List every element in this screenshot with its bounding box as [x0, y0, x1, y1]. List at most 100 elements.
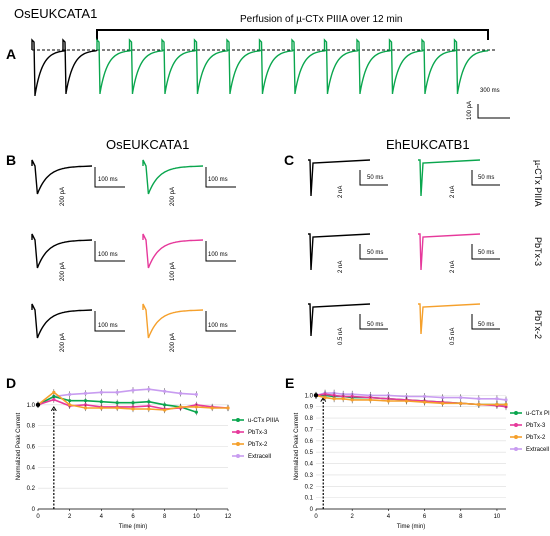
c1-amp: 2 nA: [338, 185, 344, 198]
data-point: [115, 406, 119, 410]
legend-label: PbTx-3: [526, 423, 546, 429]
y-tick-label: 1.0: [27, 403, 36, 409]
data-point: [210, 406, 214, 410]
data-point: [504, 402, 508, 407]
data-point: [52, 390, 56, 394]
b6-amp: 200 pA: [170, 332, 176, 352]
legend-marker: [514, 447, 518, 451]
a-current-trace: [96, 38, 132, 95]
panel-a-label: A: [6, 46, 17, 62]
scale-bar: [94, 167, 125, 188]
legend-marker: [514, 423, 518, 427]
data-point: [147, 407, 151, 411]
y-tick-label: 0.8: [27, 424, 36, 430]
a-current-trace: [193, 38, 229, 95]
panel-a-title: OsEUKCATA1: [14, 6, 98, 21]
c6-time: 50 ms: [478, 322, 495, 328]
scale-bar: [471, 244, 500, 260]
legend-marker: [514, 411, 518, 415]
data-point: [68, 399, 72, 403]
data-point: [441, 401, 445, 405]
data-point: [422, 394, 427, 399]
legend-label: PbTx-3: [248, 430, 268, 436]
x-tick-label: 4: [100, 514, 104, 520]
b-current-trace: [31, 233, 93, 269]
y-tick-label: 0.4: [305, 462, 314, 468]
legend-label: PbTx-2: [248, 442, 268, 448]
chart-d: 0 0.2 0.4 0.6 0.8 1.0 0 2 4 6 8 10 12 Time (min) Norma…: [16, 386, 279, 530]
x-tick-label: 2: [351, 514, 355, 520]
c6-amp: 0.5 nA: [450, 327, 456, 345]
panel-c-label: C: [284, 152, 295, 168]
c-current-trace: [418, 159, 481, 197]
scale-bar: [205, 167, 236, 188]
data-point: [131, 388, 135, 392]
data-point: [323, 396, 327, 400]
y-tick-label: 0.8: [305, 416, 314, 422]
c-current-trace: [308, 303, 371, 337]
y-tick-label: 0.4: [27, 465, 36, 471]
y-tick-label: 0.7: [305, 427, 314, 433]
legend-marker: [236, 442, 240, 446]
data-point: [422, 400, 427, 404]
data-point: [386, 393, 390, 397]
data-point: [83, 406, 88, 410]
data-point: [115, 401, 119, 405]
scale-bar: [359, 170, 388, 186]
legend-marker: [514, 435, 518, 439]
b1-amp: 200 pA: [60, 186, 66, 206]
start-point: [313, 393, 319, 398]
x-tick-label: 0: [36, 514, 40, 520]
data-point: [495, 397, 499, 401]
data-point: [147, 400, 151, 404]
a-current-trace: [453, 38, 489, 95]
data-point: [115, 390, 119, 394]
b5-amp: 200 pA: [60, 332, 66, 352]
legend-label: u-CTx PIIIA: [248, 418, 279, 424]
x-tick-label: 8: [459, 514, 463, 520]
data-point: [226, 406, 230, 410]
data-point: [68, 392, 72, 397]
a-current-trace: [388, 38, 424, 95]
data-point: [368, 398, 372, 402]
data-point: [332, 397, 336, 401]
a-current-trace: [323, 38, 359, 95]
x-tick-label: 2: [68, 514, 72, 520]
c3-time: 50 ms: [367, 250, 384, 256]
data-point: [83, 391, 88, 395]
data-point: [350, 398, 354, 402]
y-axis-label: Normalized Peak Current: [294, 412, 300, 480]
y-tick-label: 0: [32, 507, 36, 513]
scale-bar: [94, 241, 125, 262]
chart-e: 0 0.1 0.2 0.3 0.4 0.5 0.6 0.7 0.8 0.9 1.0 0 2 4 6 8 10 Ti…: [294, 389, 550, 530]
x-axis-label: Time (min): [397, 524, 425, 530]
y-tick-label: 0: [310, 507, 314, 513]
legend-marker: [236, 430, 240, 434]
panel-b-label: B: [6, 152, 17, 168]
legend-marker: [236, 418, 240, 422]
legend-label: u-CTx PIIIA: [526, 411, 550, 417]
data-point: [99, 406, 103, 410]
data-point: [178, 391, 183, 395]
data-point: [131, 401, 135, 405]
x-tick-label: 6: [423, 514, 427, 520]
c-current-trace: [418, 303, 481, 335]
b3-amp: 200 pA: [60, 261, 66, 281]
b5-time: 100 ms: [98, 323, 118, 329]
c-current-trace: [308, 233, 371, 271]
data-point: [404, 399, 409, 403]
perfusion-arrowhead: [50, 405, 57, 412]
data-point: [341, 397, 345, 401]
b6-time: 100 ms: [208, 323, 228, 329]
a-current-trace: [128, 38, 164, 95]
x-tick-label: 6: [131, 514, 135, 520]
scale-bar: [94, 311, 125, 332]
a-current-trace: [258, 38, 294, 95]
c-current-trace: [308, 159, 371, 197]
y-tick-label: 0.2: [305, 484, 314, 490]
y-tick-label: 0.5: [305, 450, 314, 456]
data-point: [194, 405, 198, 409]
panel-b-header: OsEUKCATA1: [106, 137, 190, 152]
